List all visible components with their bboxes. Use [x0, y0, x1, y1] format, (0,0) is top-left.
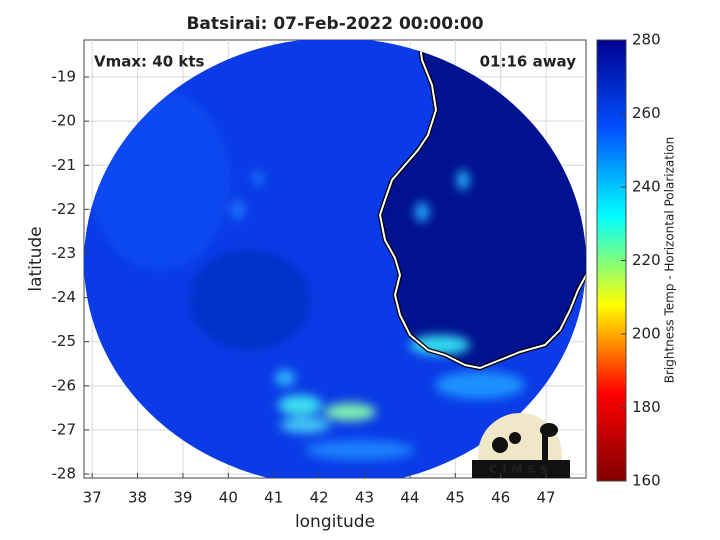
colorbar-tick-label: 160 [632, 472, 661, 490]
title: Batsirai: 07-Feb-2022 00:00:00 [186, 14, 483, 34]
x-tick-label: 43 [355, 489, 374, 507]
x-tick-label: 38 [128, 489, 147, 507]
x-tick-label: 44 [400, 489, 419, 507]
x-tick-label: 39 [173, 489, 192, 507]
y-axis-label: latitude [26, 226, 46, 291]
x-tick-label: 46 [491, 489, 510, 507]
y-tick-label: -25 [52, 332, 77, 350]
logo-text: CIMSS [489, 463, 552, 476]
colorbar-label: Brightness Temp - Horizontal Polarizatio… [663, 137, 677, 384]
y-tick-label: -19 [52, 68, 77, 86]
annotation: Vmax: 40 kts [94, 53, 204, 71]
x-tick-label: 47 [537, 489, 556, 507]
y-tick-label: -26 [52, 376, 77, 394]
colorbar-tick-label: 240 [632, 178, 661, 196]
x-tick-label: 45 [446, 489, 465, 507]
colorbar-tick-label: 200 [632, 325, 661, 343]
y-tick-label: -28 [52, 465, 77, 483]
colorbar-tick-label: 220 [632, 251, 661, 269]
colorbar-tick-label: 180 [632, 398, 661, 416]
y-tick-label: -20 [52, 112, 77, 130]
x-tick-label: 41 [264, 489, 283, 507]
x-tick-label: 37 [83, 489, 102, 507]
y-tick-label: -27 [52, 420, 77, 438]
x-axis-label: longitude [295, 512, 375, 532]
y-tick-label: -23 [52, 244, 77, 262]
y-tick-label: -22 [52, 200, 77, 218]
annotation: 01:16 away [480, 53, 577, 71]
x-tick-label: 40 [219, 489, 238, 507]
colorbar-tick-label: 280 [632, 31, 661, 49]
y-tick-label: -24 [52, 288, 77, 306]
y-tick-label: -21 [52, 156, 77, 174]
logo: CIMSS [472, 413, 570, 478]
colorbar-tick-label: 260 [632, 104, 661, 122]
x-tick-label: 42 [310, 489, 329, 507]
